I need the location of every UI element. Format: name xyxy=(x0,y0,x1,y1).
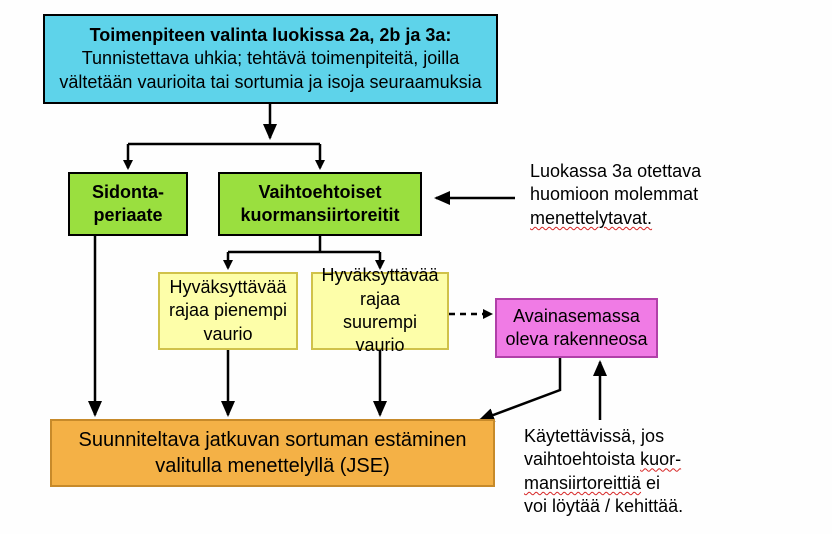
node-top-title: Toimenpiteen valinta luokissa 2a, 2b ja … xyxy=(90,24,452,47)
annotation-luokka-3a: Luokassa 3a otettava huomioon molemmat m… xyxy=(530,160,701,230)
node-pienempi-vaurio: Hyväksyttävää rajaa pienempi vaurio xyxy=(158,272,298,350)
node-top-selection: Toimenpiteen valinta luokissa 2a, 2b ja … xyxy=(43,14,498,104)
node-jse: Suunniteltava jatkuvan sortuman estämine… xyxy=(50,419,495,487)
node-top-body2: vältetään vaurioita tai sortumia ja isoj… xyxy=(59,71,481,94)
node-vaihtoehtoiset-kuormansiirtoreitit: Vaihtoehtoiset kuormansiirtoreitit xyxy=(218,172,422,236)
node-suurempi-vaurio: Hyväksyttävää rajaa suurempi vaurio xyxy=(311,272,449,350)
node-top-body1: Tunnistettava uhkia; tehtävä toimenpitei… xyxy=(82,47,460,70)
node-avainasemassa: Avainasemassa oleva rakenneosa xyxy=(495,298,658,358)
node-sidonta-periaate: Sidonta- periaate xyxy=(68,172,188,236)
annotation-kaytettavissa: Käytettävissä, jos vaihtoehtoista kuor- … xyxy=(524,425,683,519)
